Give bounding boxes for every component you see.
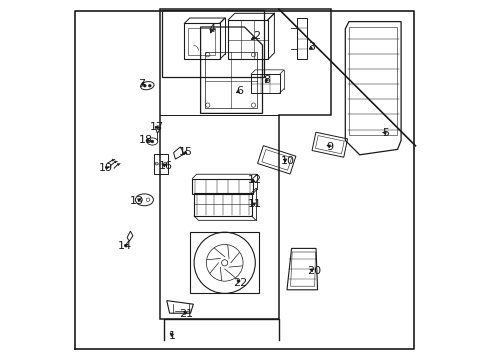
Bar: [162, 10, 264, 77]
Text: 11: 11: [248, 199, 262, 210]
Ellipse shape: [146, 138, 158, 145]
Text: 15: 15: [179, 147, 193, 157]
Bar: [184, 23, 219, 59]
Bar: [187, 28, 215, 55]
Text: 2: 2: [253, 31, 260, 41]
Bar: [190, 232, 259, 293]
Bar: [153, 154, 168, 174]
Bar: [204, 52, 257, 108]
Ellipse shape: [140, 82, 154, 90]
Circle shape: [151, 140, 153, 143]
Circle shape: [146, 198, 149, 202]
Text: 5: 5: [382, 128, 388, 138]
Text: 9: 9: [326, 141, 333, 152]
Bar: [250, 74, 279, 93]
Bar: [194, 193, 251, 216]
Text: 14: 14: [118, 241, 132, 251]
Text: 19: 19: [99, 163, 113, 173]
Text: 21: 21: [179, 309, 193, 319]
Ellipse shape: [135, 194, 153, 206]
Text: 22: 22: [232, 278, 246, 288]
Text: 17: 17: [150, 122, 164, 132]
Text: 13: 13: [130, 195, 144, 206]
Text: 4: 4: [208, 24, 215, 34]
Text: 16: 16: [159, 161, 173, 171]
Text: 7: 7: [138, 78, 145, 89]
Text: 8: 8: [263, 75, 270, 85]
Circle shape: [148, 84, 151, 87]
Bar: [192, 179, 252, 194]
Bar: [228, 20, 267, 59]
Text: 1: 1: [169, 330, 176, 341]
Circle shape: [221, 260, 227, 266]
Text: 6: 6: [236, 86, 243, 96]
Text: 10: 10: [280, 156, 294, 166]
Circle shape: [139, 198, 142, 202]
Text: 3: 3: [308, 42, 315, 52]
Bar: [296, 18, 306, 59]
Circle shape: [143, 84, 146, 87]
Text: 18: 18: [138, 135, 152, 145]
Text: 20: 20: [306, 266, 321, 276]
Text: 12: 12: [248, 175, 262, 185]
